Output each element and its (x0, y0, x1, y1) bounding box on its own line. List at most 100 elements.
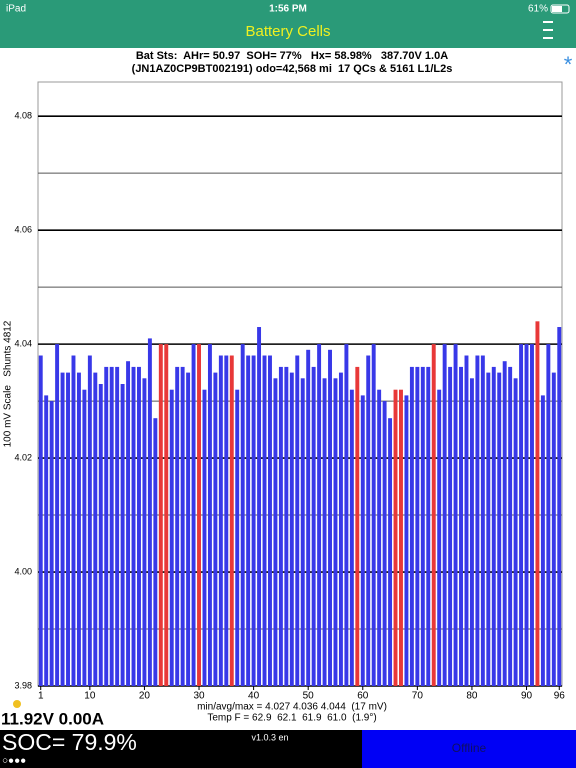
bar (137, 366, 141, 686)
y-tick-label: 4.00 (14, 566, 32, 576)
bar (55, 344, 60, 686)
x-tick-label: 30 (193, 691, 205, 702)
offline-button[interactable] (362, 730, 576, 768)
bar (164, 344, 169, 686)
x-tick-label: 90 (521, 691, 533, 702)
battery-icon (550, 4, 570, 14)
bar (109, 366, 114, 686)
info-line: (JN1AZ0CP9BT002191) odo=42,568 mi 17 QCs… (132, 63, 453, 75)
bar (453, 344, 458, 686)
bar (169, 389, 174, 686)
bar (213, 372, 218, 686)
bar (426, 366, 431, 686)
bar (415, 366, 420, 686)
bar (328, 349, 332, 686)
bar (497, 372, 502, 686)
bar (546, 344, 551, 686)
bar (251, 355, 256, 686)
bar (437, 389, 442, 686)
bar (491, 366, 496, 686)
bar (257, 327, 262, 686)
bar (278, 366, 283, 686)
bar (38, 355, 43, 686)
bar (180, 366, 185, 686)
bar (459, 366, 463, 686)
bar (284, 366, 289, 686)
bar (524, 344, 529, 686)
bar (475, 355, 480, 686)
temperature: Temp F = 62.9 62.1 61.9 61.0 (1.9°) (207, 713, 376, 724)
pack-voltage: 11.92V 0.00A (1, 709, 104, 728)
bar (486, 372, 491, 686)
bar (464, 355, 469, 686)
bar (404, 395, 409, 686)
bar (535, 321, 540, 686)
title: Battery Cells (245, 23, 330, 40)
bar (289, 372, 294, 686)
x-tick-label: 40 (248, 691, 260, 702)
bar (393, 389, 398, 686)
y-axis-label: 100 mV Scale Shunts 4812 (3, 320, 14, 447)
bar (82, 389, 87, 686)
bar (360, 395, 365, 686)
menu-line (543, 21, 553, 23)
menu-button[interactable] (543, 21, 553, 39)
bar (442, 344, 447, 686)
bar (300, 378, 305, 686)
bar (448, 366, 453, 686)
bar (197, 344, 201, 686)
battery-level (552, 6, 562, 12)
bar (355, 366, 360, 686)
bar (530, 344, 534, 686)
bar (93, 372, 98, 686)
bar (186, 372, 191, 686)
bar (322, 378, 327, 686)
bar (175, 366, 180, 686)
bar (268, 355, 272, 686)
bar (98, 384, 103, 686)
bar (557, 327, 562, 686)
info-line: Bat Sts: AHr= 50.97 SOH= 77% Hx= 58.98% … (136, 50, 448, 62)
bar (158, 344, 163, 686)
bar (120, 384, 125, 686)
bar (344, 344, 349, 686)
bar (104, 366, 109, 686)
time: 1:56 PM (269, 4, 307, 15)
footer-bar (0, 730, 362, 768)
bar (229, 355, 234, 686)
bar (273, 378, 278, 686)
bar (333, 378, 338, 686)
bar (469, 378, 474, 686)
bar (502, 361, 507, 686)
bar (202, 389, 207, 686)
x-tick-label: 96 (554, 691, 566, 702)
bar (87, 355, 92, 686)
bar (66, 372, 70, 686)
bar (306, 349, 311, 686)
refresh-button[interactable]: * (564, 52, 573, 77)
bar (311, 366, 316, 686)
bar (513, 378, 518, 686)
y-tick-label: 4.02 (14, 452, 32, 462)
min-avg-max: min/avg/max = 4.027 4.036 4.044 (17 mV) (197, 702, 387, 713)
offline-label: Offline (452, 741, 487, 755)
header-bg (0, 0, 576, 48)
x-tick-label: 10 (84, 691, 96, 702)
bar (295, 355, 300, 686)
y-tick-label: 4.04 (14, 338, 32, 348)
soc: SOC= 79.9% (2, 729, 137, 755)
bar (519, 344, 524, 686)
bar (540, 395, 545, 686)
bar (262, 355, 267, 686)
bar (388, 418, 393, 686)
bar (317, 344, 322, 686)
bar (76, 372, 81, 686)
bar (246, 355, 251, 686)
bar (431, 344, 436, 686)
bar (153, 418, 158, 686)
bar (142, 378, 147, 686)
x-tick-label: 50 (303, 691, 315, 702)
bar (399, 389, 403, 686)
bar (71, 355, 76, 686)
bar (377, 389, 382, 686)
